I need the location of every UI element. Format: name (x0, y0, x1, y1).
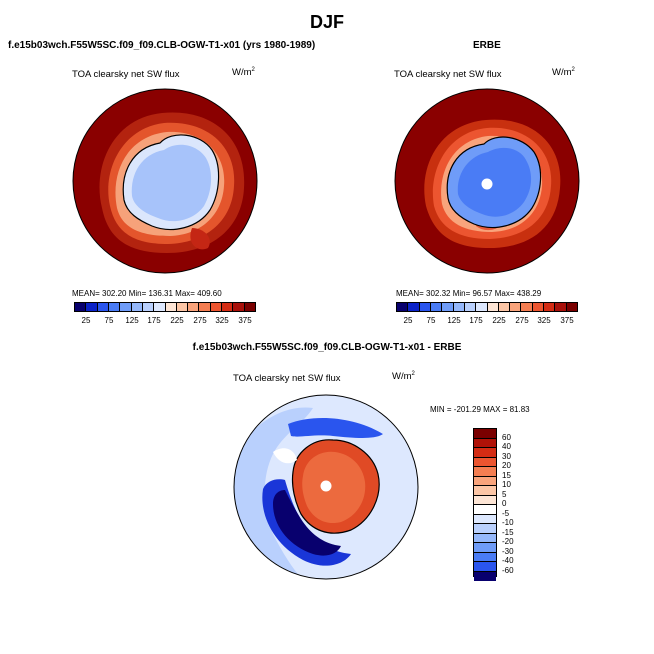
left-tick-label: 75 (104, 316, 114, 325)
diff-tick-label: 5 (502, 490, 507, 499)
diff-tick-label: -5 (502, 509, 510, 518)
left-tick-label: 325 (215, 316, 229, 325)
diff-tick-label: 0 (502, 499, 507, 508)
right-tick-label: 175 (469, 316, 483, 325)
diff-tick-label: 15 (502, 471, 511, 480)
diff-tick-label: 10 (502, 480, 511, 489)
diff-strongest-negative (273, 490, 341, 556)
diff-tick-label: -30 (502, 547, 514, 556)
diff-tick-label: -15 (502, 528, 514, 537)
diff-field-label: TOA clearsky net SW flux (233, 373, 341, 384)
diff-tick-label: -40 (502, 556, 514, 565)
diff-tick-label: 30 (502, 452, 511, 461)
right-case-title: ERBE (473, 40, 501, 51)
left-tick-label: 25 (81, 316, 91, 325)
diff-pole-hole (320, 480, 332, 492)
left-case-title: f.e15b03wch.F55W5SC.f09_f09.CLB-OGW-T1-x… (8, 40, 316, 51)
figure-title: DJF (309, 12, 344, 32)
diff-west-negative (234, 407, 313, 579)
left-units: W/m2 (232, 67, 255, 79)
diff-polar-map (233, 394, 419, 580)
left-tick-label: 225 (170, 316, 184, 325)
right-polar-map (394, 88, 580, 274)
diff-tick-label: 40 (502, 442, 511, 451)
left-antarctica-interior (131, 144, 212, 222)
left-tick-label: 375 (238, 316, 252, 325)
diff-north-negative (288, 418, 383, 438)
diff-tick-label: 20 (502, 461, 511, 470)
left-tick-label: 175 (147, 316, 161, 325)
diff-missing-patch (273, 448, 297, 464)
right-field-label: TOA clearsky net SW flux (394, 69, 502, 80)
diff-antarctica-interior (302, 451, 366, 524)
diff-case-title: f.e15b03wch.F55W5SC.f09_f09.CLB-OGW-T1-x… (192, 342, 462, 353)
right-units: W/m2 (552, 67, 575, 79)
right-tick-label: 125 (447, 316, 461, 325)
right-colorbar (396, 302, 578, 312)
diff-stats: MIN = -201.29 MAX = 81.83 (430, 405, 530, 414)
right-antarctica-interior (457, 147, 532, 217)
left-colorbar (74, 302, 256, 312)
left-stats: MEAN= 302.20 Min= 136.31 Max= 409.60 (72, 289, 222, 298)
left-tick-label: 275 (193, 316, 207, 325)
right-tick-label: 225 (492, 316, 506, 325)
right-pole-hole (481, 178, 493, 190)
diff-tick-label: -10 (502, 518, 514, 527)
left-weddell-feature (190, 228, 210, 250)
diff-colorbar (473, 428, 497, 581)
right-tick-label: 375 (560, 316, 574, 325)
right-tick-label: 325 (537, 316, 551, 325)
right-tick-label: 275 (515, 316, 529, 325)
left-polar-map (72, 88, 258, 274)
left-tick-label: 125 (125, 316, 139, 325)
right-tick-label: 25 (403, 316, 413, 325)
diff-units: W/m2 (392, 371, 415, 383)
right-stats: MEAN= 302.32 Min= 96.57 Max= 438.29 (396, 289, 542, 298)
right-tick-label: 75 (426, 316, 436, 325)
diff-tick-label: 60 (502, 433, 511, 442)
left-field-label: TOA clearsky net SW flux (72, 69, 180, 80)
diff-tick-label: -60 (502, 566, 514, 575)
diff-tick-label: -20 (502, 537, 514, 546)
